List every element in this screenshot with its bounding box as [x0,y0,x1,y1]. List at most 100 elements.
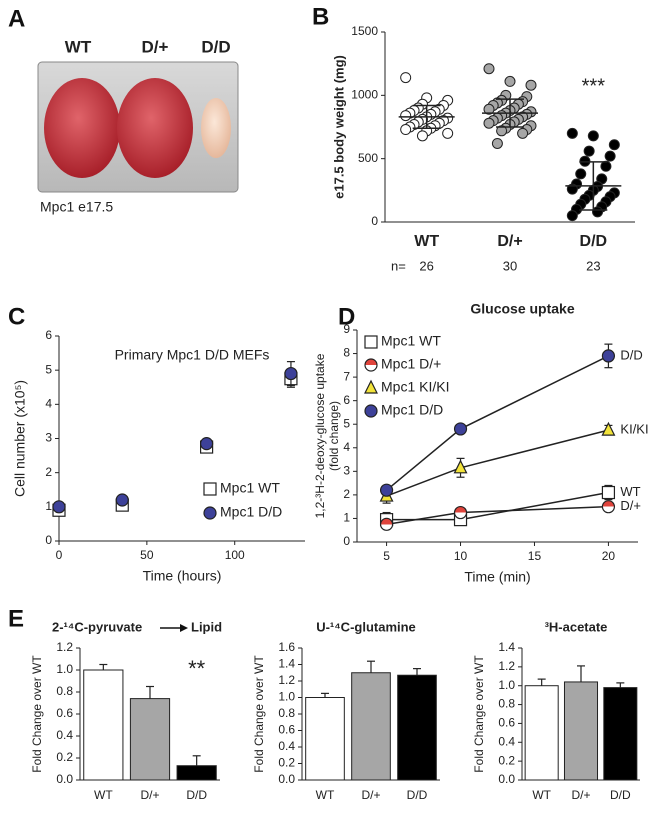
marker [453,459,468,474]
legend-label: Mpc1 D/+ [381,356,441,372]
data-point [566,127,578,139]
x-tick-label: D/+ [571,788,590,802]
data-point [583,145,595,157]
data-point [517,127,529,139]
legend-label: Mpc1 WT [381,333,441,349]
y-axis-label: Fold Change over WT [472,655,486,773]
y-tick-label: 2 [45,465,52,479]
bar [563,681,599,781]
x-tick-label: WT [414,233,439,250]
y-tick-label: 6 [343,393,350,407]
x-tick-label: 20 [602,549,616,563]
legend-label: Mpc1 D/D [381,402,443,418]
y-tick-label: 1.0 [498,678,515,692]
y-tick-label: 0.6 [498,716,515,730]
series-line [386,491,609,521]
x-tick-label: WT [316,788,335,802]
marker [52,500,66,514]
y-tick-label: 1500 [351,24,378,38]
y-tick-label: 0.4 [498,734,515,748]
y-tick-label: 1.2 [498,659,515,673]
embryo-wt [44,78,120,178]
y-tick-label: 3 [45,431,52,445]
data-point [483,103,495,115]
y-axis-label: e17.5 body weight (mg) [331,55,346,199]
y-tick-label: 7 [343,369,350,383]
y-tick-label: 0.2 [498,753,515,767]
bar [603,687,638,781]
x-tick-label: D/+ [140,788,159,802]
bar [176,765,217,781]
arrow-head [180,624,188,632]
panel-letter: B [312,3,329,30]
marker [379,483,394,497]
x-tick-label: 0 [56,548,63,562]
y-tick-label: 1 [343,511,350,525]
y-tick-label: 0.0 [278,772,295,786]
x-axis-label: Time (hours) [143,568,222,584]
panel-letter: E [8,605,24,632]
n-value: 23 [586,258,600,273]
y-tick-label: 0.8 [278,706,295,720]
data-point [566,210,578,222]
legend-label: Mpc1 KI/KI [381,379,449,395]
chart-title: ³H-acetate [545,619,608,634]
y-tick-label: 5 [343,416,350,430]
y-tick-label: 0 [371,214,378,228]
data-point [491,137,503,149]
marker [115,493,129,507]
legend-marker [203,506,217,520]
legend-marker [364,358,378,372]
y-tick-label: 9 [343,322,350,336]
chart-title: Lipid [191,619,222,634]
y-tick-label: 3 [343,464,350,478]
y-tick-label: 0.6 [278,723,295,737]
series-line [386,505,609,526]
y-tick-label: 4 [45,397,52,411]
y-axis-label: Fold Change over WT [30,655,44,773]
y-tick-label: 2 [343,487,350,501]
data-point [400,110,412,122]
y-tick-label: 500 [358,151,378,165]
legend-label: Mpc1 D/D [220,504,282,520]
data-point [483,117,495,129]
data-point [416,130,428,142]
y-axis-label: Cell number (x10⁵) [12,380,28,497]
bar [129,698,171,781]
marker [601,485,616,500]
y-tick-label: 1.2 [56,640,73,654]
y-tick-label: 8 [343,346,350,360]
embryo-het [117,78,193,178]
end-label: KI/KI [620,422,648,437]
x-tick-label: D/+ [361,788,380,802]
marker [284,366,298,381]
bar [351,672,391,781]
y-tick-label: 1.2 [278,673,295,687]
y-axis-label: Fold Change over WT [252,655,266,773]
x-tick-label: D/D [186,788,207,802]
chart-annotation: Primary Mpc1 D/D MEFs [115,347,270,363]
legend-marker [203,482,217,496]
series-line [386,355,609,491]
x-tick-label: 100 [225,548,245,562]
legend-marker [364,404,378,418]
x-tick-label: 5 [383,549,390,563]
chart-title: U-¹⁴C-glutamine [316,619,416,634]
bar [305,697,345,781]
data-point [587,130,599,142]
panel-a: A WT D/+ D/D Mpc1 e17.5 [8,5,239,215]
data-point [575,168,587,180]
y-tick-label: 1000 [351,88,378,102]
y-tick-label: 6 [45,328,52,342]
marker [601,349,616,363]
y-tick-label: 1.0 [56,662,73,676]
y-tick-label: 0.8 [498,697,515,711]
data-point [496,125,508,137]
y-tick-label: 1.6 [278,640,295,654]
marker [601,421,616,436]
marker [601,500,616,514]
end-label: D/D [620,347,642,362]
legend-marker [364,335,378,349]
y-tick-label: 0 [45,533,52,547]
